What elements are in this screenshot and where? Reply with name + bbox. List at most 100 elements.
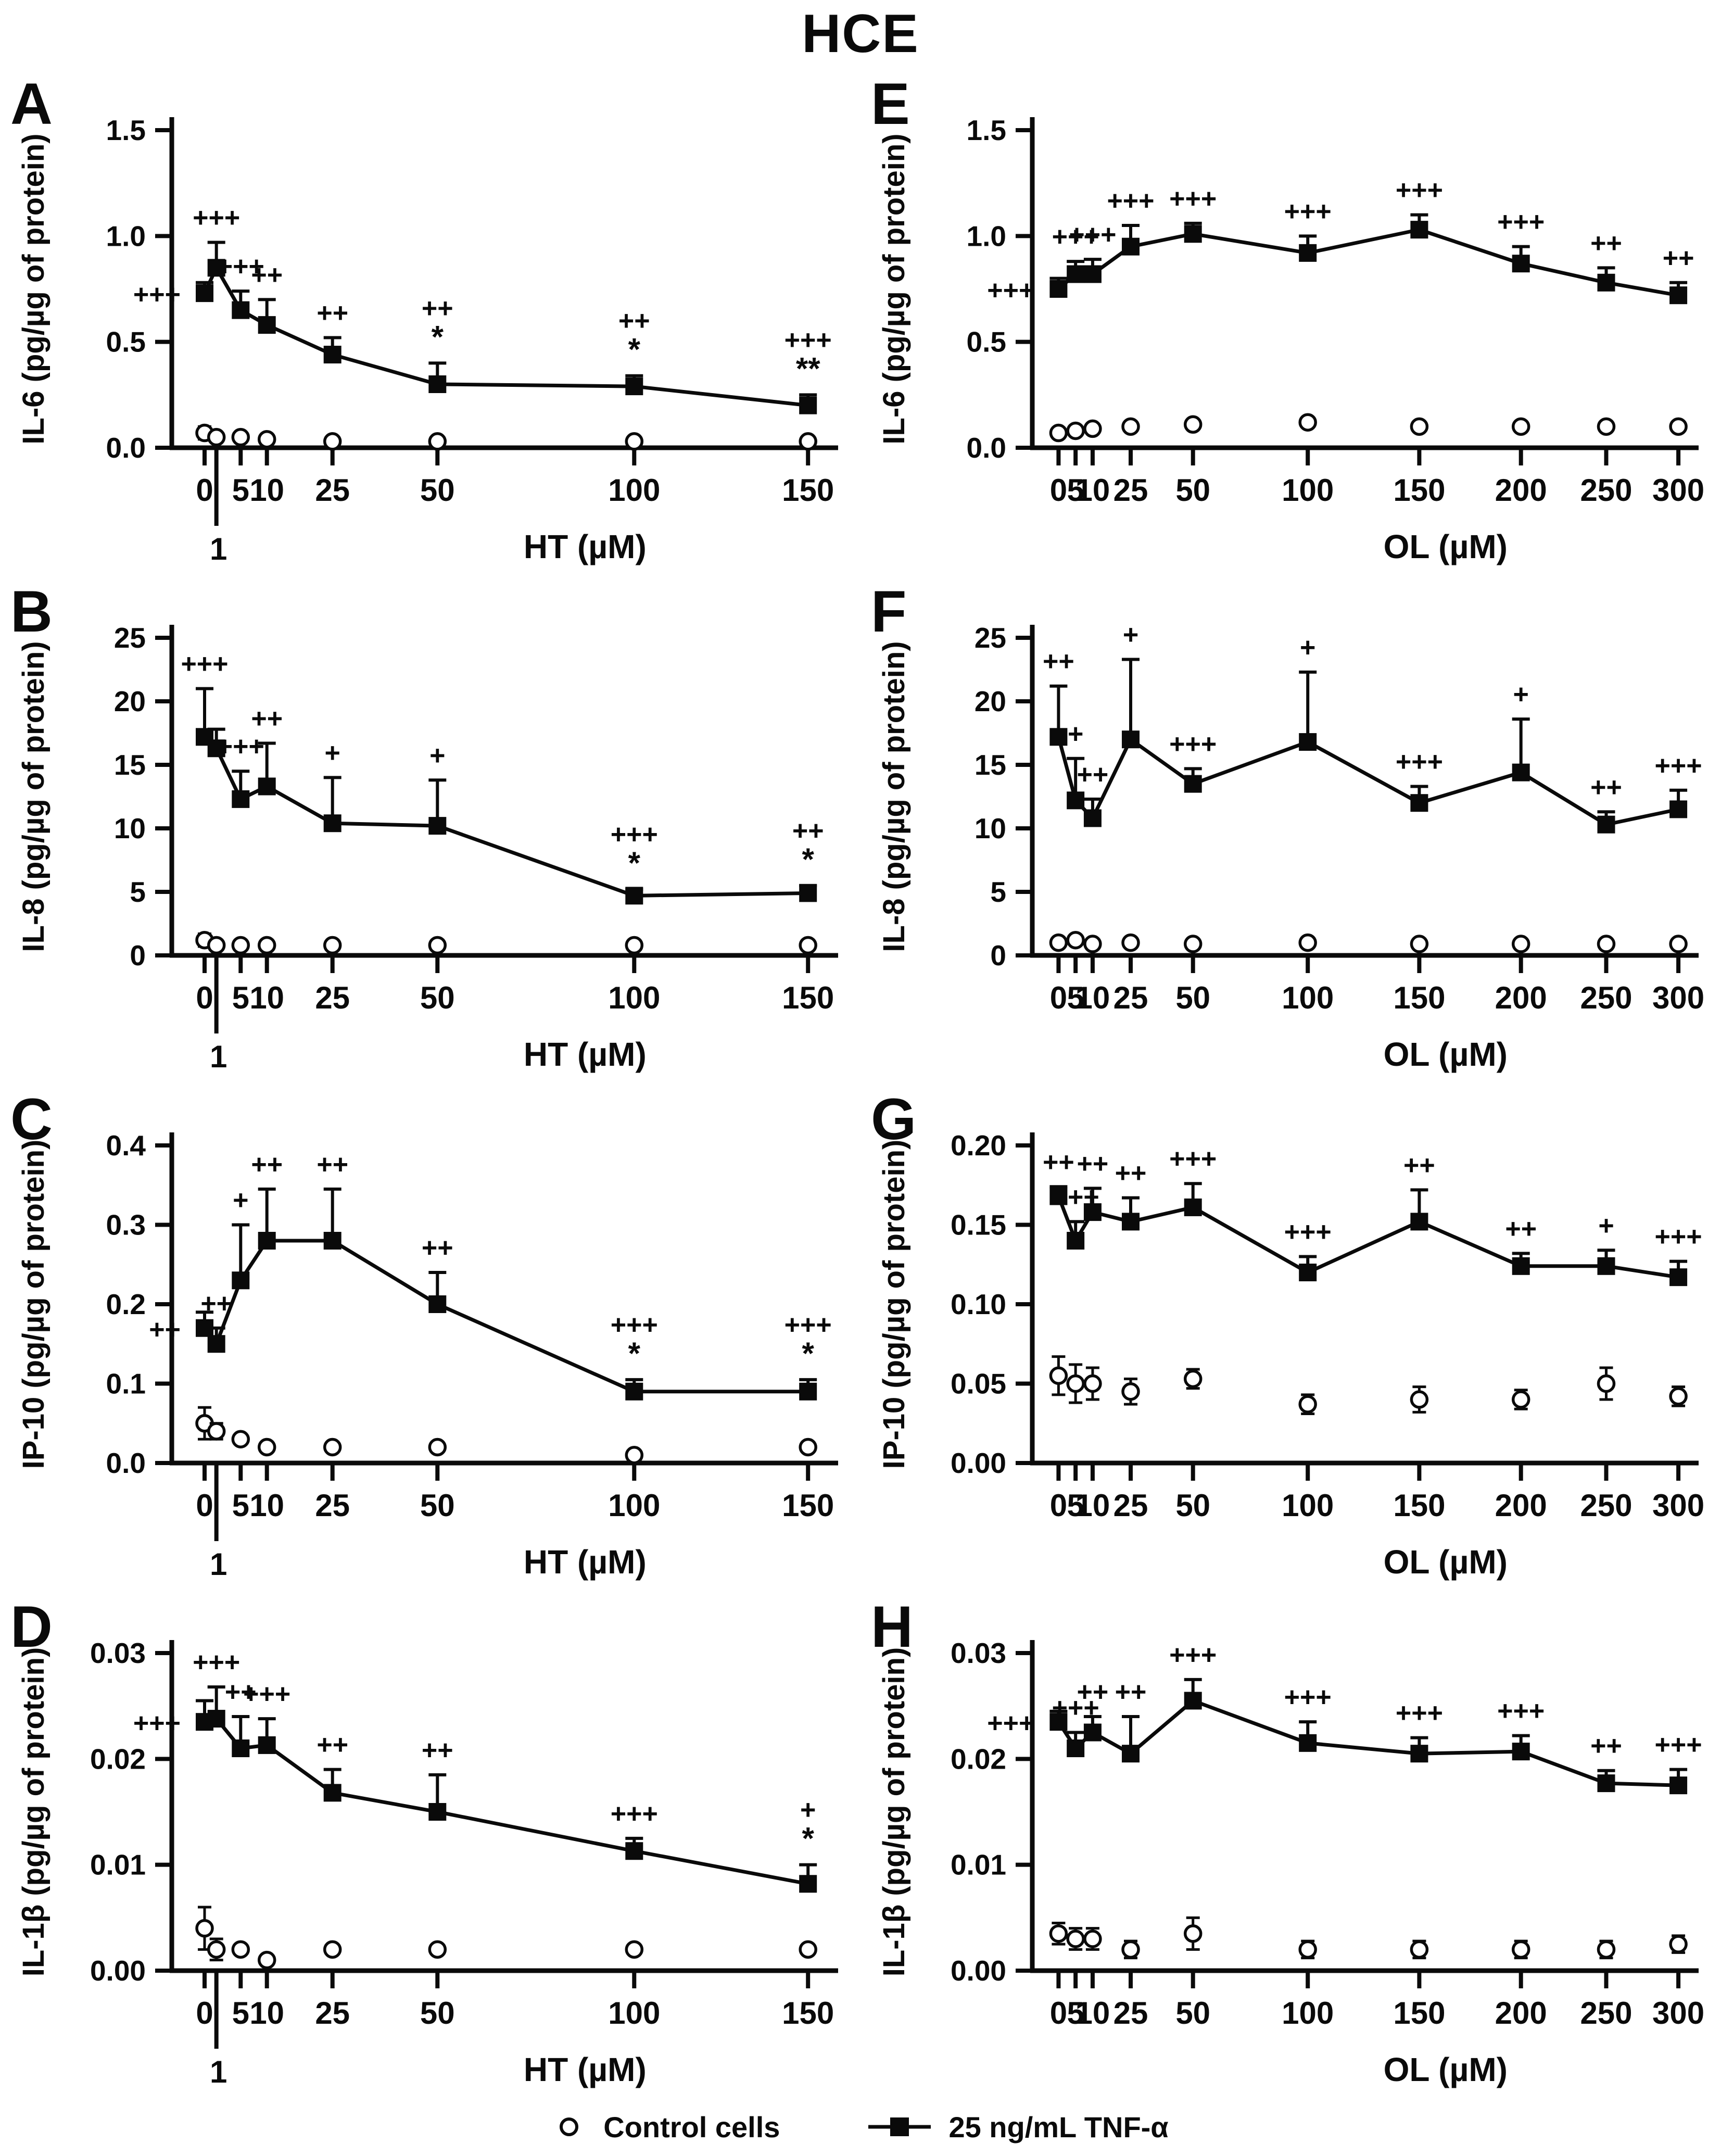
panel-e-chart: 0.0 0.5 1.0 1.5 0 510 25 50 100 150 200 250 300 OL (µ… bbox=[871, 71, 1704, 565]
svg-text:5: 5 bbox=[1067, 473, 1084, 508]
svg-text:200: 200 bbox=[1495, 980, 1547, 1015]
svg-text:+++: +++ bbox=[1052, 222, 1099, 252]
svg-text:+++: +++ bbox=[611, 1799, 658, 1829]
control-series bbox=[1049, 1916, 1688, 1960]
svg-text:+++: +++ bbox=[1169, 1640, 1217, 1670]
svg-text:++: ++ bbox=[618, 306, 650, 336]
svg-text:+++: +++ bbox=[1169, 184, 1217, 214]
chart-grid: 0.0 0.5 1.0 1.5 0 1 5 10 25 50 100 150 HT (µM) IL-6 (… bbox=[0, 68, 1721, 2098]
svg-text:*: * bbox=[432, 319, 444, 354]
svg-text:5: 5 bbox=[990, 876, 1006, 908]
svg-text:0.15: 0.15 bbox=[951, 1209, 1006, 1241]
svg-text:25: 25 bbox=[315, 473, 350, 508]
svg-text:+++: +++ bbox=[1069, 220, 1116, 250]
svg-text:++: ++ bbox=[149, 1315, 181, 1345]
svg-text:+++: +++ bbox=[784, 1310, 832, 1340]
control-series bbox=[1049, 413, 1688, 443]
svg-text:IL-8 (pg/µg of protein): IL-8 (pg/µg of protein) bbox=[877, 641, 911, 952]
svg-text:+++: +++ bbox=[133, 1708, 181, 1738]
svg-text:IL-8 (pg/µg of protein): IL-8 (pg/µg of protein) bbox=[17, 641, 50, 952]
svg-text:IP-10 (pg/µg of protein): IP-10 (pg/µg of protein) bbox=[17, 1140, 50, 1469]
panel-h-plot: 0.00 0.01 0.02 0.03 0 510 25 50 100 150 200 250 300 O… bbox=[871, 1594, 1704, 2088]
svg-text:10: 10 bbox=[249, 980, 284, 1015]
svg-text:1: 1 bbox=[210, 532, 227, 566]
svg-text:IL-1β (pg/µg of protein): IL-1β (pg/µg of protein) bbox=[17, 1647, 50, 1977]
panel-f: 0 5 10 15 20 25 0 5 10 25 50 100 150 200 250 300 OL (µM)… bbox=[860, 575, 1721, 1083]
svg-text:25: 25 bbox=[315, 980, 350, 1015]
svg-text:++: ++ bbox=[1077, 1149, 1109, 1179]
svg-text:+++: +++ bbox=[193, 203, 240, 233]
svg-text:++: ++ bbox=[792, 816, 824, 846]
svg-text:+++: +++ bbox=[1107, 186, 1154, 216]
svg-text:15: 15 bbox=[975, 749, 1006, 781]
svg-text:F: F bbox=[871, 579, 906, 644]
svg-text:+++: +++ bbox=[1396, 175, 1443, 206]
svg-text:200: 200 bbox=[1495, 1996, 1547, 2031]
svg-text:10: 10 bbox=[249, 1488, 284, 1523]
svg-text:10: 10 bbox=[1075, 1996, 1110, 2031]
svg-text:250: 250 bbox=[1580, 473, 1632, 508]
svg-text:50: 50 bbox=[420, 473, 455, 508]
svg-text:25: 25 bbox=[1113, 1488, 1148, 1523]
svg-text:+: + bbox=[1068, 719, 1083, 749]
legend-item-tnf: 25 ng/mL TNF-α bbox=[868, 2110, 1169, 2144]
svg-text:++: ++ bbox=[1043, 1147, 1074, 1177]
svg-text:IL-6 (pg/µg of protein): IL-6 (pg/µg of protein) bbox=[877, 133, 911, 444]
svg-text:10: 10 bbox=[975, 812, 1006, 844]
svg-text:150: 150 bbox=[782, 980, 834, 1015]
svg-text:0.10: 0.10 bbox=[951, 1288, 1006, 1320]
control-series bbox=[1049, 930, 1688, 953]
control-series bbox=[195, 1906, 817, 1970]
svg-text:50: 50 bbox=[1175, 473, 1210, 508]
control-series bbox=[195, 930, 817, 955]
svg-text:5: 5 bbox=[1067, 1488, 1084, 1523]
svg-text:0.01: 0.01 bbox=[951, 1849, 1006, 1881]
svg-text:++: ++ bbox=[1043, 647, 1074, 677]
svg-text:++: ++ bbox=[317, 1150, 348, 1180]
svg-text:++: ++ bbox=[1590, 772, 1622, 802]
svg-text:++: ++ bbox=[251, 260, 283, 290]
svg-text:+++: +++ bbox=[987, 1708, 1034, 1738]
svg-text:OL (µM): OL (µM) bbox=[1384, 1036, 1508, 1073]
svg-text:+: + bbox=[1123, 620, 1138, 650]
svg-text:+++: +++ bbox=[217, 732, 264, 762]
svg-text:+++: +++ bbox=[987, 275, 1034, 306]
svg-text:++: ++ bbox=[1590, 228, 1622, 258]
svg-text:0.01: 0.01 bbox=[90, 1849, 146, 1881]
svg-text:++: ++ bbox=[422, 1233, 453, 1263]
svg-text:10: 10 bbox=[114, 812, 146, 844]
svg-text:++: ++ bbox=[422, 293, 453, 323]
svg-text:HT (µM): HT (µM) bbox=[524, 2051, 647, 2088]
svg-text:+: + bbox=[325, 738, 340, 768]
svg-text:1.0: 1.0 bbox=[106, 220, 146, 252]
svg-text:1: 1 bbox=[210, 1547, 227, 1582]
svg-text:20: 20 bbox=[114, 685, 146, 717]
svg-text:*: * bbox=[802, 842, 815, 877]
tnf-series: +++++++++++++*++*++**+++ bbox=[133, 203, 832, 414]
svg-text:100: 100 bbox=[608, 1488, 660, 1523]
open-circle-marker-icon bbox=[560, 2117, 579, 2136]
svg-text:OL (µM): OL (µM) bbox=[1384, 1543, 1508, 1581]
svg-text:++: ++ bbox=[1590, 1731, 1622, 1761]
figure-title: HCE bbox=[802, 3, 919, 64]
svg-text:+++: +++ bbox=[1284, 1682, 1332, 1712]
panel-h: 0.00 0.01 0.02 0.03 0 5 10 25 50 100 150 200 250 300 O… bbox=[860, 1591, 1721, 2098]
svg-text:+: + bbox=[1598, 1211, 1614, 1241]
svg-text:*: * bbox=[628, 1336, 641, 1371]
svg-text:25: 25 bbox=[315, 1488, 350, 1523]
svg-text:+++: +++ bbox=[217, 251, 264, 282]
svg-text:G: G bbox=[871, 1087, 916, 1152]
svg-text:250: 250 bbox=[1580, 1996, 1632, 2031]
panel-b: 0 5 10 15 20 25 0 1 5 10 25 50 100 150 HT (µM) IL-8 (pg… bbox=[0, 575, 860, 1083]
svg-text:++: ++ bbox=[225, 1677, 257, 1707]
svg-text:150: 150 bbox=[1393, 1488, 1445, 1523]
tnf-series: +++++++ ++++*+++*+++ bbox=[149, 1150, 832, 1401]
svg-text:+++: +++ bbox=[611, 819, 658, 850]
tnf-series: +++++++ ++ ++++++++++ + +++ bbox=[1043, 1144, 1702, 1287]
panel-a: 0.0 0.5 1.0 1.5 0 1 5 10 25 50 100 150 HT (µM) IL-6 (… bbox=[0, 68, 860, 575]
svg-text:50: 50 bbox=[420, 980, 455, 1015]
svg-text:D: D bbox=[10, 1594, 53, 1659]
svg-text:5: 5 bbox=[232, 1996, 249, 2031]
panel-c: 0.0 0.1 0.2 0.3 0.4 0 1 5 10 25 50 100 150 HT (µM) IP-… bbox=[0, 1083, 860, 1591]
